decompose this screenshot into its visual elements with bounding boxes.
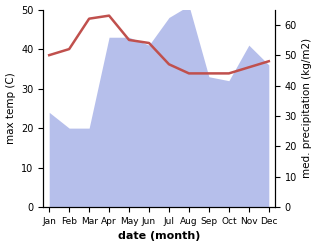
Y-axis label: med. precipitation (kg/m2): med. precipitation (kg/m2) — [302, 38, 313, 178]
Y-axis label: max temp (C): max temp (C) — [5, 72, 16, 144]
X-axis label: date (month): date (month) — [118, 231, 200, 242]
